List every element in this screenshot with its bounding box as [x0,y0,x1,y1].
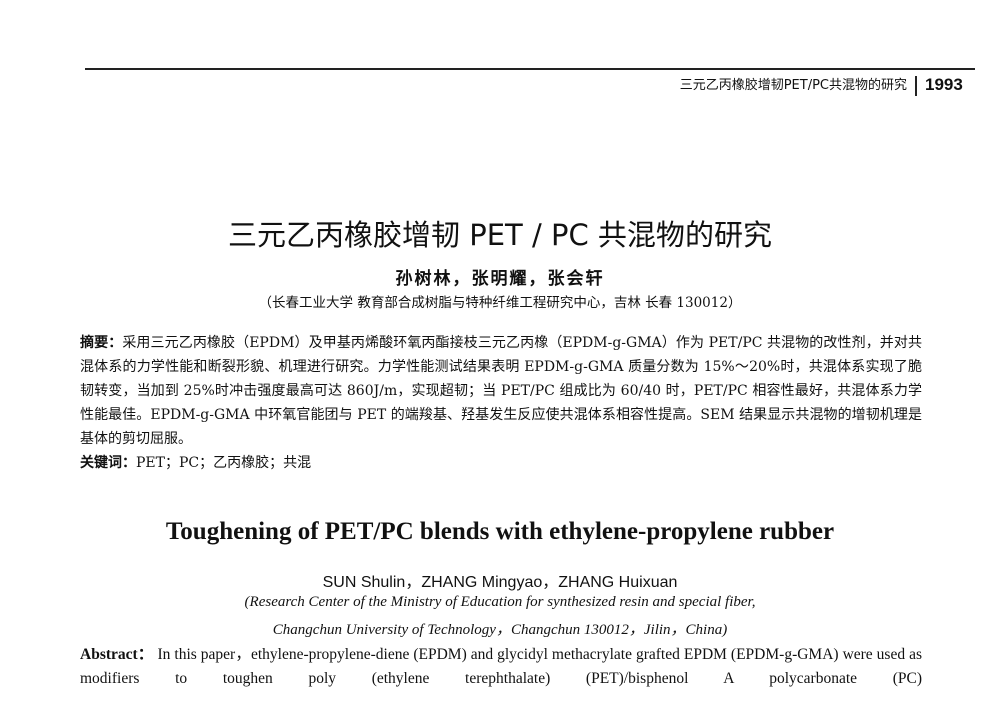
affiliation: Changchun University of Technology，Chang… [272,622,728,638]
running-title: 三元乙丙橡胶增韧PET/PC共混物的研究 [680,76,917,96]
affiliation: （长春工业大学 教育部合成树脂与特种纤维工程研究中心，吉林 长春 130012） [258,295,742,311]
page-number: 1993 [925,75,963,94]
keywords-label: 关键词： [80,455,136,471]
abstract: Abstract： In this paper，ethylene-propyle… [80,643,922,691]
abstract-text: In this paper，ethylene-propylene-diene (… [80,646,923,687]
affiliation: (Research Center of the Ministry of Educ… [244,594,756,610]
abstract-label: 摘要： [80,335,123,351]
keywords-text: PET；PC；乙丙橡胶；共混 [136,455,312,471]
abstract-text: 采用三元乙丙橡胶（EPDM）及甲基丙烯酸环氧丙酯接枝三元乙丙橡（EPDM-g-G… [80,335,922,447]
authors: SUN Shulin，ZHANG Mingyao，ZHANG Huixuan [322,574,678,591]
title: 三元乙丙橡胶增韧 PET / PC 共混物的研究 [228,218,772,252]
title: Toughening of PET/PC blends with ethylen… [165,518,835,545]
abstract-label: Abstract： [80,646,154,663]
header-rule [85,68,975,70]
abstract: 摘要：采用三元乙丙橡胶（EPDM）及甲基丙烯酸环氧丙酯接枝三元乙丙橡（EPDM-… [80,331,922,451]
authors: 孙树林，张明耀，张会轩 [395,269,605,289]
keywords: 关键词：PET；PC；乙丙橡胶；共混 [80,451,311,475]
